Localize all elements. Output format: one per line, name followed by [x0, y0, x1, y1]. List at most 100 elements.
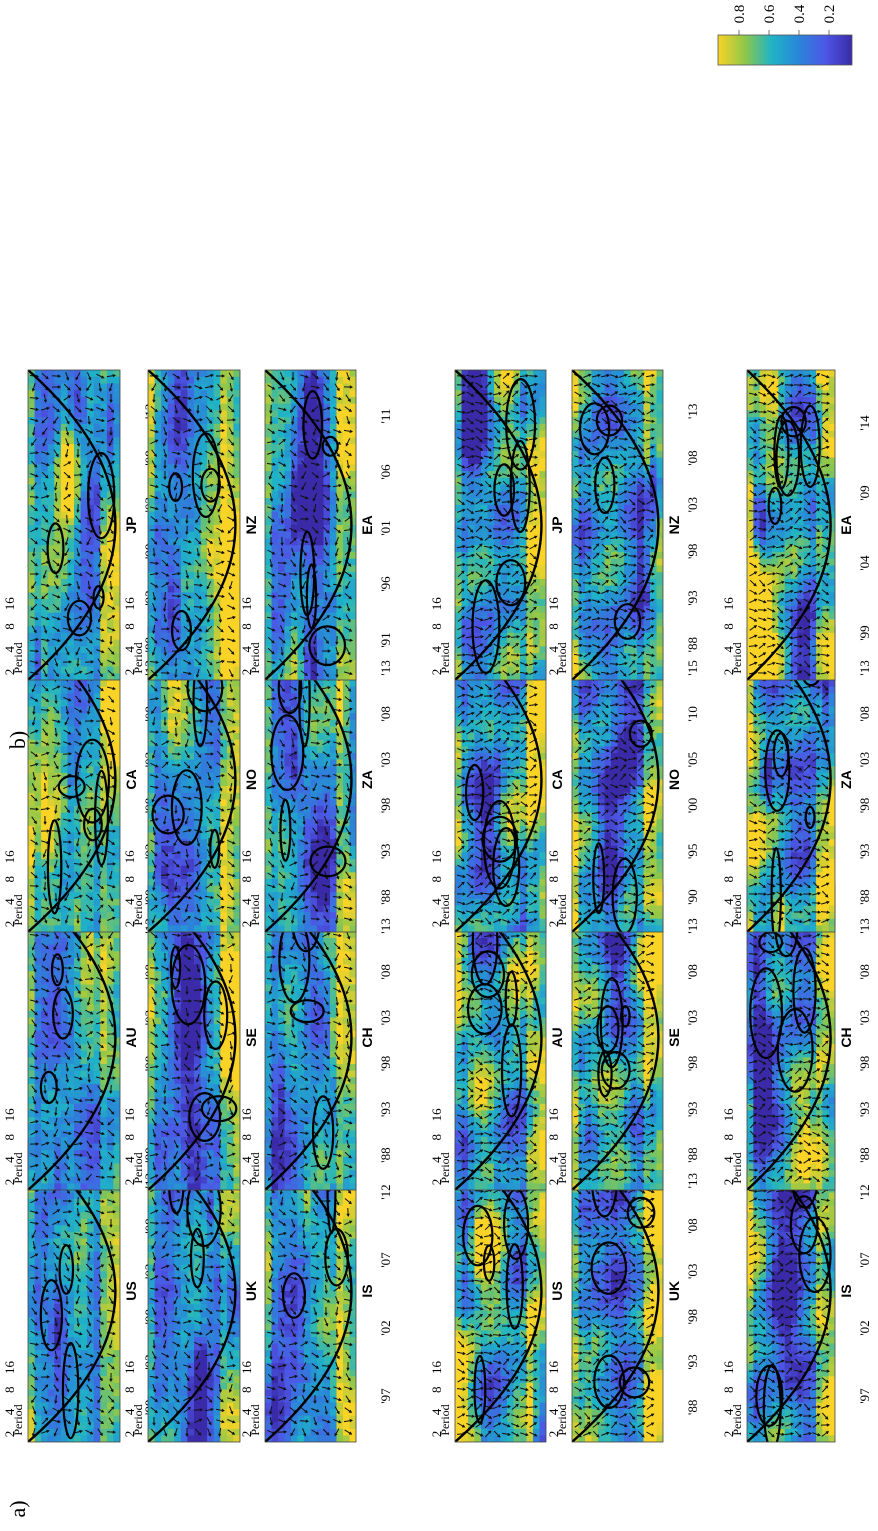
period-tick: 16	[546, 850, 561, 864]
period-axis-label: Period	[248, 894, 262, 925]
period-tick: 16	[239, 850, 254, 864]
period-tick: 16	[239, 1361, 254, 1375]
period-tick: 8	[721, 1386, 736, 1393]
country-label: UK	[243, 1281, 259, 1301]
year-tick: '93	[378, 1102, 393, 1117]
period-tick: 16	[2, 1361, 17, 1375]
period-axis-label: Period	[555, 642, 569, 673]
period-tick: 16	[721, 850, 736, 864]
period-axis-label: Period	[555, 894, 569, 925]
period-tick: 8	[239, 1134, 254, 1141]
country-label: CA	[549, 769, 565, 789]
year-tick: '08	[857, 706, 872, 721]
year-tick: '03	[685, 497, 700, 512]
period-tick: 8	[122, 623, 137, 630]
year-tick: '13	[857, 660, 872, 675]
year-tick: '93	[378, 844, 393, 859]
period-axis-label: Period	[131, 1152, 145, 1183]
country-label: CH	[359, 1027, 375, 1047]
period-tick: 8	[2, 1134, 17, 1141]
period-tick: 8	[122, 1134, 137, 1141]
period-axis-label: Period	[438, 894, 452, 925]
period-tick: 8	[239, 623, 254, 630]
country-label: US	[123, 1281, 139, 1300]
period-axis-label: Period	[438, 1404, 452, 1435]
year-tick: '14	[857, 415, 872, 431]
year-tick: '88	[378, 889, 393, 904]
year-tick: '07	[857, 1252, 872, 1268]
period-tick: 8	[239, 876, 254, 883]
country-label: SE	[243, 1028, 259, 1047]
period-tick: 8	[2, 1386, 17, 1393]
year-tick: '98	[857, 1056, 872, 1071]
year-tick: '12	[378, 1184, 393, 1199]
country-label: UK	[666, 1281, 682, 1301]
year-tick: '97	[857, 1388, 872, 1404]
panel-label-layer: a) b)	[5, 731, 30, 1518]
year-tick: '88	[685, 1400, 700, 1415]
period-tick: 16	[721, 1108, 736, 1122]
period-axis-label: Period	[730, 642, 744, 673]
year-tick: '02	[857, 1320, 872, 1335]
year-tick: '98	[378, 1056, 393, 1071]
country-label: NZ	[243, 515, 259, 534]
period-tick: 16	[239, 1108, 254, 1122]
year-tick: '09	[857, 485, 872, 500]
year-tick: '88	[685, 637, 700, 652]
colorbar-gradient	[718, 35, 852, 65]
period-tick: 16	[2, 597, 17, 611]
period-axis-label: Period	[11, 642, 25, 673]
country-label: EA	[838, 515, 854, 534]
period-tick: 16	[546, 1108, 561, 1122]
country-label: AU	[549, 1027, 565, 1047]
period-axis-label: Period	[248, 642, 262, 673]
year-tick: '98	[685, 544, 700, 559]
period-tick: 8	[429, 1386, 444, 1393]
year-tick: '93	[857, 844, 872, 859]
year-tick: '12	[857, 1184, 872, 1199]
period-tick: 16	[239, 597, 254, 611]
period-axis-label: Period	[438, 642, 452, 673]
country-label: NZ	[666, 515, 682, 534]
year-tick: '03	[857, 1010, 872, 1025]
period-tick: 16	[429, 850, 444, 864]
period-axis-label: Period	[730, 1404, 744, 1435]
year-tick: '04	[857, 555, 872, 571]
year-tick: '97	[378, 1388, 393, 1404]
period-axis-label: Period	[11, 1404, 25, 1435]
colorbar-tick: 0.6	[762, 4, 778, 23]
year-tick: '03	[685, 1010, 700, 1025]
country-label: CH	[838, 1027, 854, 1047]
period-tick: 16	[2, 1108, 17, 1122]
year-tick: '08	[378, 706, 393, 721]
period-axis-label: Period	[555, 1404, 569, 1435]
year-tick: '08	[378, 964, 393, 979]
period-tick: 8	[546, 623, 561, 630]
panel-label-a: a)	[5, 1500, 30, 1517]
period-tick: 16	[429, 1361, 444, 1375]
period-tick: 16	[122, 850, 137, 864]
country-label: JP	[549, 516, 565, 533]
year-tick: '10	[685, 706, 700, 721]
year-tick: '00	[685, 798, 700, 813]
colorbar-tick: 0.2	[822, 5, 838, 24]
year-tick: '93	[685, 1102, 700, 1117]
period-axis-label: Period	[131, 894, 145, 925]
country-label: NO	[243, 769, 259, 790]
year-tick: '06	[378, 464, 393, 480]
period-axis-label: Period	[438, 1152, 452, 1183]
year-tick: '13	[857, 918, 872, 933]
year-tick: '99	[857, 625, 872, 640]
year-tick: '13	[685, 918, 700, 933]
year-tick: '01	[378, 520, 393, 535]
period-axis-label: Period	[131, 1404, 145, 1435]
period-tick: 16	[122, 1108, 137, 1122]
period-axis-label: Period	[248, 1404, 262, 1435]
year-tick: '13	[378, 918, 393, 933]
year-tick: '88	[685, 1147, 700, 1162]
country-label: US	[549, 1281, 565, 1300]
period-tick: 16	[721, 597, 736, 611]
period-axis-label: Period	[248, 1152, 262, 1183]
panel-label-b: b)	[5, 731, 30, 749]
